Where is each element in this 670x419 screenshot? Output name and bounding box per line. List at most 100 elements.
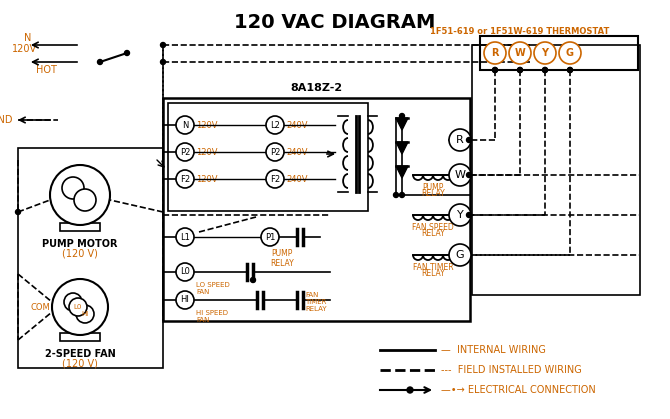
Text: 240V: 240V xyxy=(286,147,308,157)
Text: P2: P2 xyxy=(180,147,190,157)
Circle shape xyxy=(176,170,194,188)
Circle shape xyxy=(449,129,471,151)
Circle shape xyxy=(407,387,413,393)
Text: HI: HI xyxy=(81,311,88,317)
Circle shape xyxy=(492,67,498,72)
Text: 2-SPEED FAN: 2-SPEED FAN xyxy=(45,349,115,359)
Text: 120V: 120V xyxy=(12,44,37,54)
Polygon shape xyxy=(396,166,408,178)
Text: 120V: 120V xyxy=(196,121,218,129)
Text: ---  FIELD INSTALLED WIRING: --- FIELD INSTALLED WIRING xyxy=(441,365,582,375)
Text: PUMP: PUMP xyxy=(422,183,444,192)
Circle shape xyxy=(567,67,572,72)
Text: W: W xyxy=(454,170,466,180)
Circle shape xyxy=(543,67,547,72)
Circle shape xyxy=(62,177,84,199)
Text: 240V: 240V xyxy=(286,121,308,129)
Text: F2: F2 xyxy=(180,174,190,184)
Text: GND: GND xyxy=(0,115,13,125)
Text: RELAY: RELAY xyxy=(421,189,445,198)
Circle shape xyxy=(484,42,506,64)
Circle shape xyxy=(50,165,110,225)
Text: W: W xyxy=(515,48,525,58)
Circle shape xyxy=(161,42,165,47)
Bar xyxy=(60,223,100,231)
Circle shape xyxy=(266,170,284,188)
Circle shape xyxy=(449,164,471,186)
Circle shape xyxy=(449,204,471,226)
Text: —•→ ELECTRICAL CONNECTION: —•→ ELECTRICAL CONNECTION xyxy=(441,385,596,395)
Circle shape xyxy=(266,143,284,161)
Text: L0: L0 xyxy=(74,304,82,310)
Circle shape xyxy=(161,59,165,65)
Text: R: R xyxy=(491,48,498,58)
Text: HOT: HOT xyxy=(36,65,57,75)
Circle shape xyxy=(399,192,405,197)
Bar xyxy=(168,103,368,211)
Circle shape xyxy=(393,192,399,197)
Text: N: N xyxy=(182,121,188,129)
Text: HI SPEED
FAN: HI SPEED FAN xyxy=(196,310,228,323)
Circle shape xyxy=(517,67,523,72)
Circle shape xyxy=(125,51,129,55)
Circle shape xyxy=(517,67,523,72)
Text: N: N xyxy=(23,33,31,43)
Text: Y: Y xyxy=(541,48,549,58)
Bar xyxy=(472,45,640,295)
Circle shape xyxy=(466,173,472,178)
Text: PUMP
RELAY: PUMP RELAY xyxy=(270,249,294,269)
Text: 120 VAC DIAGRAM: 120 VAC DIAGRAM xyxy=(234,13,436,32)
Text: FAN
TIMER
RELAY: FAN TIMER RELAY xyxy=(305,292,327,312)
Text: P2: P2 xyxy=(270,147,280,157)
Circle shape xyxy=(64,293,82,311)
Text: Y: Y xyxy=(457,210,464,220)
Circle shape xyxy=(559,42,581,64)
Text: PUMP MOTOR: PUMP MOTOR xyxy=(42,239,118,249)
Circle shape xyxy=(509,42,531,64)
Bar xyxy=(60,333,100,341)
Text: (120 V): (120 V) xyxy=(62,359,98,369)
Bar xyxy=(480,36,638,70)
Text: 8A18Z-2: 8A18Z-2 xyxy=(290,83,342,93)
Text: 240V: 240V xyxy=(286,174,308,184)
Circle shape xyxy=(52,279,108,335)
Text: LO SPEED
FAN: LO SPEED FAN xyxy=(196,282,230,295)
Text: FAN TIMER: FAN TIMER xyxy=(413,263,454,272)
Text: L2: L2 xyxy=(270,121,280,129)
Text: —  INTERNAL WIRING: — INTERNAL WIRING xyxy=(441,345,546,355)
Text: L1: L1 xyxy=(180,233,190,241)
Circle shape xyxy=(74,189,96,211)
Circle shape xyxy=(69,298,87,316)
Circle shape xyxy=(567,67,572,72)
Circle shape xyxy=(449,244,471,266)
Circle shape xyxy=(466,212,472,217)
Circle shape xyxy=(176,263,194,281)
Circle shape xyxy=(251,277,255,282)
Text: L0: L0 xyxy=(180,267,190,277)
Text: RELAY: RELAY xyxy=(421,269,445,278)
Circle shape xyxy=(176,228,194,246)
Circle shape xyxy=(176,291,194,309)
Circle shape xyxy=(261,228,279,246)
Circle shape xyxy=(76,305,94,323)
Text: HI: HI xyxy=(180,295,190,305)
Circle shape xyxy=(176,143,194,161)
Text: 120V: 120V xyxy=(196,174,218,184)
Circle shape xyxy=(15,210,21,215)
Text: FAN SPEED: FAN SPEED xyxy=(412,223,454,232)
Text: RELAY: RELAY xyxy=(421,229,445,238)
Bar xyxy=(163,98,470,321)
Text: G: G xyxy=(456,250,464,260)
Text: 120V: 120V xyxy=(196,147,218,157)
Text: COM: COM xyxy=(30,303,50,311)
Circle shape xyxy=(98,59,103,65)
Circle shape xyxy=(399,114,405,119)
Circle shape xyxy=(543,67,547,72)
Text: P1: P1 xyxy=(265,233,275,241)
Polygon shape xyxy=(396,142,408,154)
Polygon shape xyxy=(396,118,408,130)
Bar xyxy=(18,148,163,368)
Circle shape xyxy=(176,116,194,134)
Circle shape xyxy=(492,67,498,72)
Text: F2: F2 xyxy=(270,174,280,184)
